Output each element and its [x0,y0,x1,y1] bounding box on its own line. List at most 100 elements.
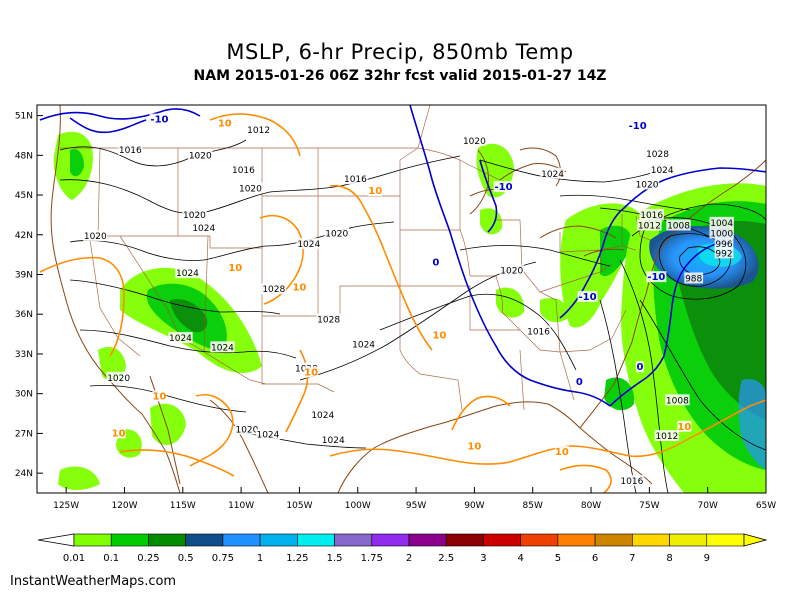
isobar-label-bg [231,163,256,175]
isobar-label-bg [709,227,734,239]
isobar-label-bg [296,238,321,250]
isotherm-label-bg [627,120,648,132]
isobar-label-bg [637,219,662,231]
borders [60,105,651,411]
isobar-label: 1016 [344,175,367,185]
isotherm-minus10c [39,108,766,357]
isotherm-label: 10 [112,428,126,439]
isobar-label: 1008 [667,222,690,232]
isobar-label: 1020 [325,229,348,239]
isobar-label: 1028 [646,150,669,160]
isobar-label: 1020 [500,267,523,277]
legend-swatch [334,533,373,547]
legend-label: 9 [704,553,710,564]
isobar-label-bg [343,173,368,185]
isobar-label-bg [665,394,690,406]
isobar-label: 1016 [232,166,255,176]
legend-label: 7 [629,553,635,564]
isotherm-label-bg [493,181,514,193]
isobar-label-bg [182,208,207,220]
isobar-label: 1024 [211,343,234,353]
legend-swatch [73,533,112,547]
legend-label: 1.75 [361,553,383,564]
legend-label: 4 [517,553,523,564]
isobar-label: 1020 [107,374,130,384]
legend-swatch [520,533,559,547]
isobar-label: 1000 [710,229,733,239]
isobar-label: 1024 [169,334,192,344]
isobar-label-bg [316,313,341,325]
isotherm-label-bg [111,427,126,439]
legend-swatch [594,533,633,547]
legend-swatch [259,533,298,547]
isobar-label: 1016 [640,211,663,221]
isobar-label: 1020 [183,211,206,221]
isotherm-label-bg [636,361,645,373]
isobar-label-bg [234,423,260,435]
isotherm-label: 10 [304,367,318,378]
isotherm-label-bg [431,256,440,268]
isobar-label: 988 [685,274,702,284]
isotherm-label: 10 [432,330,446,341]
legend-label: 2.5 [438,553,454,564]
lon-label: 100W [345,501,371,511]
legend-label: 1.5 [327,553,343,564]
legend-label: 5 [555,553,561,564]
isobar-label-bg [684,272,704,284]
isobar-label-bg [649,163,675,175]
legend-swatch [445,533,484,547]
isobar-label: 1012 [247,126,270,136]
lat-label: 36N [15,310,33,320]
isotherm-label-bg [292,281,307,293]
lon-label: 80W [581,501,601,511]
lon-label: 70W [698,501,718,511]
isobar-label-bg [526,325,551,337]
isobar-labels: 1016 1020 1012 1016 1020 1020 1024 1020 1024 1020… [83,124,734,487]
isotherm-label: 10 [218,119,232,130]
legend-swatch [408,533,447,547]
isobar-label: 1024 [176,269,199,279]
lat-label: 51N [15,112,33,122]
isotherm-label: 0 [432,258,439,269]
isobar-label-bg [168,332,193,344]
isotherm-label: 10 [292,283,306,294]
isobar-label-bg [310,408,335,420]
isobar-label-bg [246,124,271,136]
legend-swatch [222,533,261,547]
isotherm-0c [409,105,665,407]
isotherm-label-bg [554,445,569,457]
isobar-label: 1004 [710,219,733,229]
map-subtitle: NAM 2015-01-26 06Z 32hr fcst valid 2015-… [193,68,607,84]
isobar-label-bg [351,338,376,350]
legend-swatch [632,533,670,547]
isobar-label-bg [324,227,349,239]
site-credit: InstantWeatherMaps.com [10,574,177,589]
legend-right-arrow [743,533,768,547]
map-title: MSLP, 6-hr Precip, 850mb Temp [226,40,574,64]
lat-label: 33N [15,350,33,360]
isobar-label-bg [639,208,664,220]
isobar-label: 1024 [297,240,320,250]
isobar-label-bg [261,283,286,295]
isobar-label-bg [321,434,346,446]
isobar-label-bg [188,149,213,161]
isotherm-labels: -10 -10 -10 0 -10 -10 0 0 10 10 10 10 10 10 10 10 10 10 10 [111,113,692,458]
legend-swatch [297,533,335,547]
isotherm-label: 10 [467,442,481,453]
isobar-label-bg [645,147,670,159]
legend-swatch [557,533,596,547]
isotherm-label: -10 [647,272,665,283]
isobar-label: 1024 [541,170,564,180]
isobar-label-bg [709,216,734,228]
lon-label: 75W [639,501,659,511]
isobar-label: 1024 [352,341,375,351]
legend-label: 0.25 [137,553,159,564]
isobar-label: 1020 [189,151,212,161]
isotherm-label-bg [228,261,243,273]
lat-label: 39N [15,271,33,281]
isobar-label: 1020 [84,232,107,242]
isobar-label: 1024 [311,411,334,421]
isotherm-label-bg [577,291,598,303]
isobar-label: 996 [715,240,732,250]
